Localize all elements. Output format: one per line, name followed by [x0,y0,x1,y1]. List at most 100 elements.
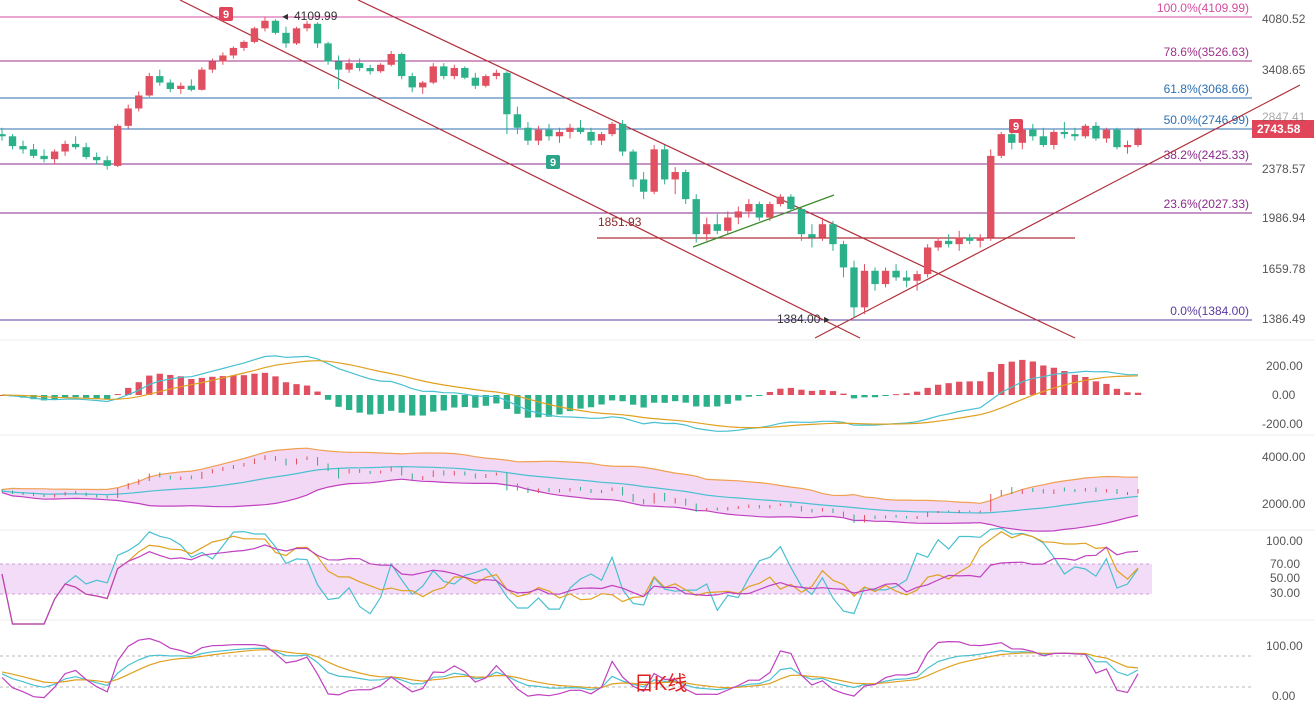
macd-bar [1124,392,1131,395]
macd-bar [156,373,163,395]
candle-body [208,61,217,70]
macd-bar [251,373,258,395]
candle-body [1018,129,1026,143]
candle-body [955,237,963,245]
candle-body [334,61,343,70]
candle-body [555,131,564,137]
candle-body [187,85,196,90]
candle-body [303,23,311,29]
fib-label: 50.0%(2746.99) [1164,113,1249,127]
low-annotation: 1384.00 [777,312,821,326]
candle-body [387,53,395,65]
macd-bar [324,395,332,400]
candle-body [261,20,269,29]
macd-tick: 0.00 [1272,388,1296,402]
boll-lower-line [1,478,1139,532]
fibonacci-levels: 100.0%(4109.99) 78.6%(3526.63) 61.8%(3068.… [0,1,1252,321]
fib-label: 61.8%(3068.66) [1164,82,1249,96]
candle-body [376,64,385,72]
macd-bar [892,394,900,396]
macd-bar [261,372,269,395]
td-marker-box [1009,119,1023,133]
rsi-tick: 70.00 [1270,557,1300,571]
macd-bar [661,395,668,403]
price-tick: 2847.41 [1262,110,1306,124]
candle-body [324,43,332,62]
macd-bar [829,391,837,395]
candle-body [461,67,469,78]
candle-body [682,172,690,200]
fib-label: 23.6%(2027.33) [1164,197,1249,211]
macd-bar [219,376,227,395]
candle-body [766,204,774,218]
macd-bar [419,395,426,416]
candle-body [103,160,111,166]
macd-tick: -200.00 [1262,417,1303,431]
td-marker-box [219,7,233,21]
macd-bar [493,395,500,404]
candle-body [902,277,911,281]
macd-bar [619,395,626,402]
boll-axis: 4000.00 2000.00 [1262,450,1306,511]
macd-bar [556,395,563,415]
macd-bar [388,395,395,411]
macd-dea-line [1,360,1139,429]
macd-bar [125,387,132,395]
candle-body [829,224,837,245]
macd-bar [293,384,300,395]
macd-bar [1008,361,1015,395]
candle-body [398,53,406,77]
candle-body [618,123,627,152]
candle-body [587,131,595,141]
macd-bar [587,395,595,408]
candle-body [450,67,458,77]
candle-body [114,125,122,166]
candle-body [671,172,679,180]
macd-bar [882,395,889,396]
fib-label: 100.0%(4109.99) [1157,1,1249,15]
macd-bar [135,382,142,395]
macd-bar [924,387,931,395]
rsi-tick: 50.00 [1270,571,1300,585]
candle-body [271,20,280,33]
candle-body [703,224,711,235]
chart-grid [0,339,1314,621]
macd-bar [798,389,805,395]
macd-bar [146,375,153,395]
macd-bar [1082,376,1089,395]
candle-body [1081,125,1090,137]
candle-body [1071,134,1079,137]
candle-body [524,127,532,141]
candle-body [776,196,785,205]
candle-body [860,270,869,308]
candle-body [1113,129,1121,148]
macd-bar [30,395,37,400]
boll-upper-line [1,447,1139,504]
macd-bar [608,395,616,401]
boll-tick: 2000.00 [1262,497,1306,511]
rsi-24-line [1,544,1139,625]
macd-bar [61,395,69,398]
macd-bar [198,377,206,395]
candle-body [871,270,879,285]
candle-body [492,72,501,77]
macd-bar [451,395,458,408]
macd-bar [240,375,248,395]
candle-body [797,208,806,235]
macd-bar [366,395,374,415]
candle-body [608,123,616,135]
candle-body [219,55,227,62]
macd-bar [482,395,490,406]
candle-body [629,151,637,180]
macd-bar [440,395,447,411]
candle-body [513,114,522,128]
price-tick: 3408.65 [1262,63,1306,77]
candle-body [576,127,585,132]
candle-body [166,82,174,90]
candle-body [881,270,890,285]
candle-body [1060,131,1069,135]
macd-bar [104,395,111,400]
candle-body [419,82,427,88]
candle-body [124,108,132,126]
